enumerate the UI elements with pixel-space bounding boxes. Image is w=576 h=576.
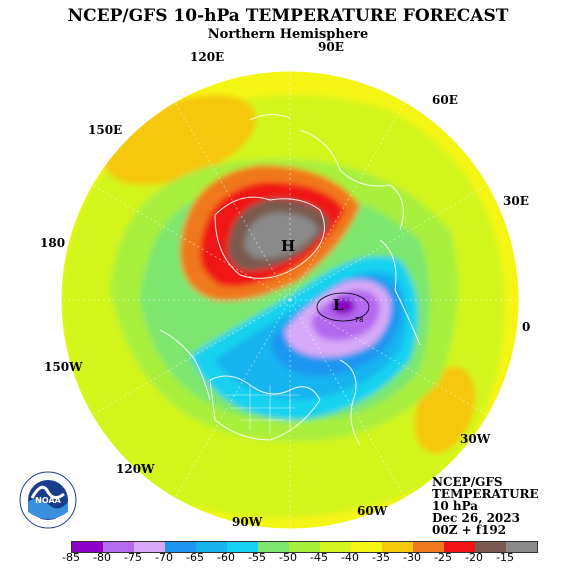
colorbar-tick-label: -70 bbox=[155, 551, 173, 564]
colorbar-swatch bbox=[258, 542, 289, 552]
colorbar-swatch bbox=[72, 542, 103, 552]
forecast-info: NCEP/GFS TEMPERATURE 10 hPa Dec 26, 2023… bbox=[432, 476, 539, 536]
colorbar-tick-label: -65 bbox=[186, 551, 204, 564]
longitude-label-120w: 120W bbox=[116, 462, 155, 476]
low-pressure-label: L bbox=[333, 296, 344, 314]
noaa-logo: NOAA bbox=[19, 471, 77, 529]
longitude-label-150w: 150W bbox=[44, 360, 83, 374]
colorbar-swatch bbox=[196, 542, 227, 552]
cold-core-purple bbox=[331, 297, 355, 315]
colorbar-tick-label: -55 bbox=[248, 551, 266, 564]
high-pressure-label: H bbox=[281, 237, 295, 255]
colorbar-swatch bbox=[103, 542, 134, 552]
colorbar-tick-label: -25 bbox=[434, 551, 452, 564]
colorbar-tick-label: -40 bbox=[341, 551, 359, 564]
colorbar-tick-label: -15 bbox=[496, 551, 514, 564]
colorbar-tick-label: -85 bbox=[62, 551, 80, 564]
longitude-label-180: 180 bbox=[40, 236, 66, 250]
longitude-label-0: 0 bbox=[522, 320, 531, 334]
info-date: Dec 26, 2023 bbox=[432, 511, 520, 525]
colorbar-swatch bbox=[289, 542, 320, 552]
coastline-outlines bbox=[159, 114, 421, 446]
warm-gray bbox=[244, 212, 318, 259]
colorbar-tick-label: -75 bbox=[124, 551, 142, 564]
colorbar-swatch bbox=[506, 542, 537, 552]
colorbar-tick-label: -20 bbox=[465, 551, 483, 564]
info-cycle: 00Z + f192 bbox=[432, 523, 507, 537]
colorbar-swatch bbox=[413, 542, 444, 552]
noaa-logo-text: NOAA bbox=[35, 496, 61, 505]
contour-value-label: -78 bbox=[352, 316, 363, 324]
longitude-label-60w: 60W bbox=[357, 504, 388, 518]
info-variable: TEMPERATURE bbox=[432, 487, 539, 501]
info-level: 10 hPa bbox=[432, 499, 479, 513]
colorbar-swatch bbox=[475, 542, 506, 552]
colorbar-tick-label: -60 bbox=[217, 551, 235, 564]
colorbar-swatch bbox=[351, 542, 382, 552]
colorbar-swatch bbox=[165, 542, 196, 552]
colorbar-tick-label: -50 bbox=[279, 551, 297, 564]
state-boundaries bbox=[225, 385, 300, 435]
longitude-label-150e: 150E bbox=[88, 123, 123, 137]
colorbar-swatch bbox=[444, 542, 475, 552]
temperature-colorbar bbox=[71, 541, 538, 553]
map-boundary bbox=[60, 70, 520, 530]
chart-subtitle: Northern Hemisphere bbox=[207, 27, 369, 42]
colorbar-tick-label: -45 bbox=[310, 551, 328, 564]
colorbar-tick-label: -35 bbox=[372, 551, 390, 564]
colorbar-swatch bbox=[382, 542, 413, 552]
chart-title: NCEP/GFS 10-hPa TEMPERATURE FORECAST bbox=[67, 6, 509, 26]
longitude-label-90e: 90E bbox=[318, 40, 344, 54]
longitude-label-60e: 60E bbox=[432, 93, 458, 107]
longitude-label-30w: 30W bbox=[460, 432, 491, 446]
colorbar-tick-label: -80 bbox=[93, 551, 111, 564]
meridian-lines bbox=[61, 71, 519, 529]
colorbar-swatch bbox=[134, 542, 165, 552]
colorbar-tick-label: -30 bbox=[403, 551, 421, 564]
cold-violet bbox=[311, 289, 380, 341]
contour-line bbox=[316, 292, 370, 322]
longitude-label-120e: 120E bbox=[190, 50, 225, 64]
colorbar-swatch bbox=[227, 542, 258, 552]
longitude-label-30e: 30E bbox=[503, 194, 529, 208]
info-model: NCEP/GFS bbox=[432, 475, 503, 489]
colorbar-swatch bbox=[320, 542, 351, 552]
longitude-label-90w: 90W bbox=[232, 515, 263, 529]
